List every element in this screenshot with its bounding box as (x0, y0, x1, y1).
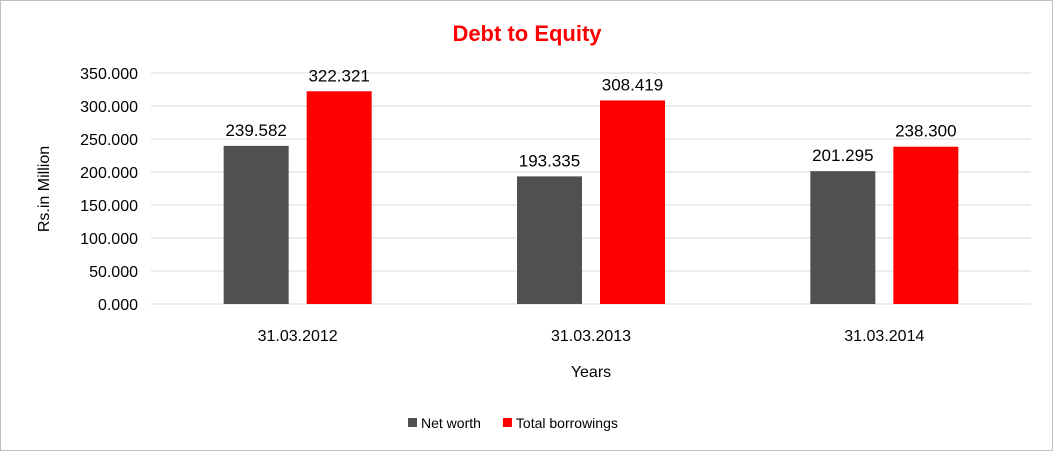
data-label: 239.582 (225, 121, 286, 140)
legend-label: Net worth (421, 415, 481, 431)
y-tick-label: 300.000 (80, 99, 138, 116)
legend-swatch (502, 418, 512, 427)
data-label: 322.321 (308, 66, 369, 85)
bar-net-worth (810, 171, 876, 304)
y-tick-label: 0.000 (98, 297, 138, 314)
y-tick-label: 200.000 (80, 165, 138, 182)
legend-label: Total borrowings (516, 415, 618, 431)
y-tick-labels: 0.000 50.000 100.000 150.000 200.000 250.000 3… (80, 66, 138, 314)
legend: Net worth Total borrowings (408, 415, 618, 431)
data-label: 193.335 (519, 151, 580, 170)
y-tick-label: 100.000 (80, 231, 138, 248)
chart-title: Debt to Equity (452, 21, 602, 46)
bars (223, 91, 959, 305)
y-tick-label: 50.000 (89, 264, 138, 281)
y-tick-label: 150.000 (80, 198, 138, 215)
data-label: 201.295 (812, 146, 873, 165)
x-tick-label: 31.03.2013 (551, 328, 631, 345)
gridlines (151, 72, 1031, 305)
x-tick-label: 31.03.2012 (258, 328, 338, 345)
data-labels: 239.582 322.321 193.335 308.419 201.295 238.3… (225, 66, 956, 170)
legend-swatch (408, 418, 417, 427)
x-tick-labels: 31.03.2012 31.03.2013 31.03.2014 (258, 328, 925, 345)
y-tick-label: 250.000 (80, 132, 138, 149)
bar-net-worth (517, 176, 582, 304)
data-label: 238.300 (895, 122, 956, 141)
data-label: 308.419 (602, 75, 663, 94)
y-axis-label: Rs.in Million (36, 146, 53, 232)
x-tick-label: 31.03.2014 (844, 328, 924, 345)
x-axis-label: Years (571, 364, 611, 381)
y-tick-label: 350.000 (80, 66, 138, 83)
bar-net-worth (223, 145, 289, 304)
bar-total-borrowings (893, 146, 959, 304)
bar-total-borrowings (600, 100, 665, 305)
bar-total-borrowings (306, 91, 372, 304)
